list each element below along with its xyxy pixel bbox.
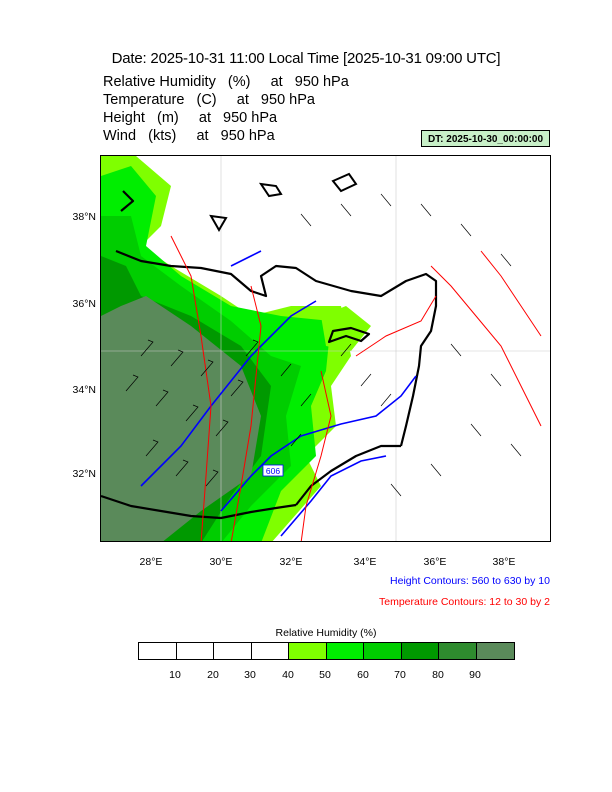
chart-title: Date: 2025-10-31 11:00 Local Time [2025-… [111, 50, 501, 67]
temp-contour-2 [230, 285, 262, 541]
height-contour-1 [140, 300, 317, 487]
colorbar-label: 70 [394, 669, 406, 681]
map-panel: 606 [100, 155, 551, 542]
lat-label-38n: 38°N [72, 211, 96, 223]
coastline [101, 190, 438, 520]
temperature-contours [170, 235, 542, 541]
island-north-1 [331, 172, 358, 193]
coast-levant-south [295, 444, 401, 506]
colorbar-label: 90 [469, 669, 481, 681]
coast-egypt-north [101, 494, 297, 520]
lon-label-32e: 32°E [279, 556, 303, 568]
colorbar-swatch [289, 643, 327, 659]
temp-contour-5 [430, 265, 542, 427]
lat-label-34n: 34°N [72, 384, 96, 396]
colorbar-swatch [139, 643, 177, 659]
colorbar-swatch [326, 643, 364, 659]
graticule [101, 156, 550, 541]
colorbar-swatch [439, 643, 477, 659]
colorbar-label: 50 [319, 669, 331, 681]
colorbar-swatch [251, 643, 289, 659]
islands [209, 172, 358, 232]
lon-label-30e: 30°E [209, 556, 233, 568]
coast-crete [120, 190, 135, 212]
variable-height: Height (m) at 950 hPa [103, 110, 278, 126]
height-label-box: 606 [262, 464, 284, 477]
lon-label-38e: 38°E [492, 556, 516, 568]
lon-label-36e: 36°E [423, 556, 447, 568]
colorbar-label: 80 [432, 669, 444, 681]
rh-shading [101, 156, 371, 541]
lat-label-32n: 32°N [72, 468, 96, 480]
variables-block: Relative Humidity (%) at 950 hPa Tempera… [103, 73, 349, 145]
variable-wind: Wind (kts) at 950 hPa [103, 128, 275, 144]
height-contour-note: Height Contours: 560 to 630 by 10 [390, 575, 550, 587]
height-contour-2 [220, 375, 417, 512]
lon-label-28e: 28°E [139, 556, 163, 568]
temp-contour-6 [480, 250, 542, 337]
variable-rh: Relative Humidity (%) at 950 hPa [103, 74, 349, 90]
colorbar-label: 10 [169, 669, 181, 681]
island-rhodes [258, 182, 283, 198]
map-svg: 606 [101, 156, 550, 541]
temp-contour-3 [300, 370, 332, 541]
colorbar-label: 30 [244, 669, 256, 681]
colorbar-swatch [214, 643, 252, 659]
wind-barbs [125, 193, 522, 497]
colorbar-swatch [401, 643, 439, 659]
colorbar-swatch [476, 643, 514, 659]
height-contour-4 [230, 250, 262, 267]
colorbar-label: 60 [357, 669, 369, 681]
variable-temperature: Temperature (C) at 950 hPa [103, 92, 315, 108]
coast-cyprus [327, 326, 371, 344]
coast-turkey-south [115, 249, 438, 447]
colorbar-swatch [364, 643, 402, 659]
lon-label-34e: 34°E [353, 556, 377, 568]
colorbar-swatch [176, 643, 214, 659]
height-contours [140, 250, 417, 537]
colorbar-title: Relative Humidity (%) [275, 627, 377, 639]
colorbar-label: 20 [207, 669, 219, 681]
lat-label-36n: 36°N [72, 298, 96, 310]
colorbar-label: 40 [282, 669, 294, 681]
island-north-2 [209, 214, 228, 232]
temp-contour-1 [170, 235, 212, 541]
temperature-contour-note: Temperature Contours: 12 to 30 by 2 [378, 596, 550, 608]
temp-contour-4 [355, 295, 437, 357]
height-contour-label: 606 [266, 466, 280, 476]
init-time-badge: DT: 2025-10-30_00:00:00 [421, 130, 550, 147]
height-contour-3 [280, 455, 387, 537]
colorbar [138, 642, 515, 660]
